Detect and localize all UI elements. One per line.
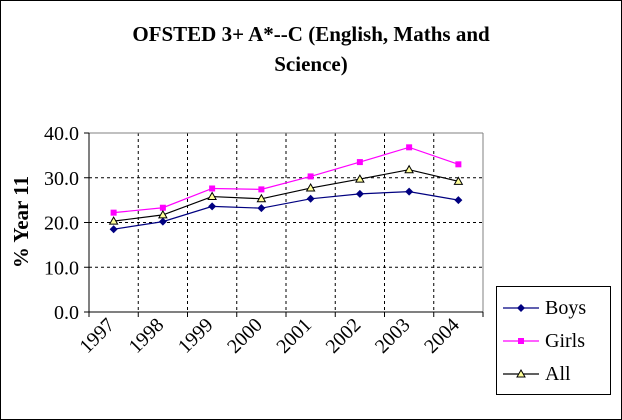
x-tick-label: 2000 [223, 314, 267, 358]
data-point-boys [355, 189, 364, 198]
data-point-boys [208, 202, 217, 211]
data-point-girls [455, 161, 462, 168]
legend-marker-all [503, 368, 539, 378]
data-point-all [305, 183, 316, 192]
data-point-boys [158, 217, 167, 226]
data-point-all [108, 216, 119, 225]
chart-title: OFSTED 3+ A*--C (English, Maths and Scie… [71, 19, 551, 79]
data-point-all [453, 176, 464, 185]
data-point-boys [306, 194, 315, 203]
data-point-girls [406, 144, 413, 151]
data-point-boys [109, 225, 118, 234]
data-point-all [355, 174, 365, 183]
legend-label-boys: Boys [545, 296, 587, 319]
legend-item-girls: Girls [497, 326, 610, 356]
legend-marker-boys [503, 304, 539, 312]
series-line-boys [113, 191, 459, 230]
data-point-girls [258, 186, 265, 193]
x-tick-label: 2003 [371, 314, 415, 358]
y-tick-label: 40.0 [44, 123, 79, 145]
data-point-all [404, 164, 414, 174]
data-point-girls [356, 159, 363, 166]
data-point-all [207, 191, 217, 201]
x-tick-label: 2002 [322, 314, 366, 358]
series-line-girls [113, 146, 459, 214]
x-tick-label: 2001 [272, 314, 316, 358]
x-tick-label: 1998 [125, 314, 169, 358]
data-point-all [158, 209, 168, 219]
data-point-girls [159, 204, 166, 211]
legend-label-all: All [545, 362, 571, 385]
legend-marker-girls [503, 338, 539, 344]
legend: Boys Girls All [496, 286, 611, 395]
legend-item-all: All [497, 359, 610, 389]
y-tick-label: 30.0 [44, 168, 79, 190]
x-tick-label: 1997 [75, 314, 119, 358]
chart-title-line-1: OFSTED 3+ A*--C (English, Maths and [132, 22, 490, 46]
chart-title-line-2: Science) [274, 52, 348, 76]
y-tick-label: 20.0 [44, 213, 79, 235]
y-tick-label: 0.0 [54, 302, 79, 324]
y-tick-label: 10.0 [44, 257, 79, 279]
data-point-girls [110, 209, 117, 216]
data-point-girls [209, 185, 216, 192]
legend-label-girls: Girls [545, 329, 585, 352]
data-point-all [256, 193, 267, 203]
legend-item-boys: Boys [497, 293, 610, 323]
data-point-boys [257, 204, 266, 213]
x-tick-label: 2004 [420, 314, 464, 358]
data-point-girls [307, 173, 314, 180]
x-tick-label: 1999 [174, 314, 218, 358]
data-point-boys [405, 187, 414, 196]
series-line-all [113, 169, 459, 222]
data-point-boys [454, 196, 463, 205]
